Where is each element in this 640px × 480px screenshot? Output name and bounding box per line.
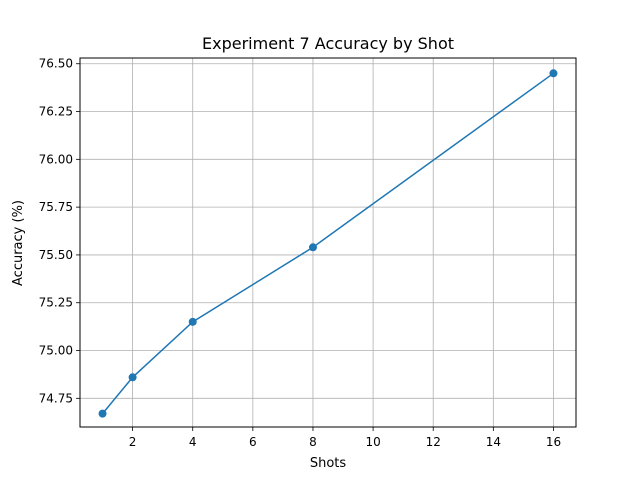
y-tick-label: 75.00 [39, 344, 73, 358]
x-tick-label: 4 [189, 435, 197, 449]
series-layer [98, 69, 558, 418]
y-tick-label: 75.25 [39, 296, 73, 310]
y-tick-label: 75.50 [39, 248, 73, 262]
x-axis-label: Shots [310, 456, 347, 471]
y-tick-label: 76.00 [39, 152, 73, 166]
x-tick-label: 6 [249, 435, 257, 449]
x-tick-label: 12 [426, 435, 441, 449]
data-point [549, 69, 558, 78]
y-axis-ticks: 74.75 75.00 75.25 75.50 75.75 76.00 76.25 76.50 [39, 57, 80, 405]
data-point [188, 317, 197, 326]
plot-area-frame [79, 57, 577, 428]
x-tick-label: 10 [365, 435, 380, 449]
y-tick-label: 74.75 [39, 391, 73, 405]
x-tick-label: 8 [309, 435, 317, 449]
x-tick-label: 2 [129, 435, 137, 449]
chart-title: Experiment 7 Accuracy by Shot [202, 34, 454, 53]
x-axis-ticks: 2 4 6 8 10 12 14 16 [129, 427, 561, 449]
x-tick-label: 16 [546, 435, 561, 449]
data-point [308, 243, 317, 252]
data-point [128, 373, 137, 382]
x-tick-label: 14 [486, 435, 501, 449]
y-tick-label: 75.75 [39, 200, 73, 214]
data-point [98, 409, 107, 418]
grid [80, 58, 576, 427]
y-axis-label: Accuracy (%) [11, 200, 26, 286]
y-tick-label: 76.50 [39, 57, 73, 71]
y-tick-label: 76.25 [39, 105, 73, 119]
